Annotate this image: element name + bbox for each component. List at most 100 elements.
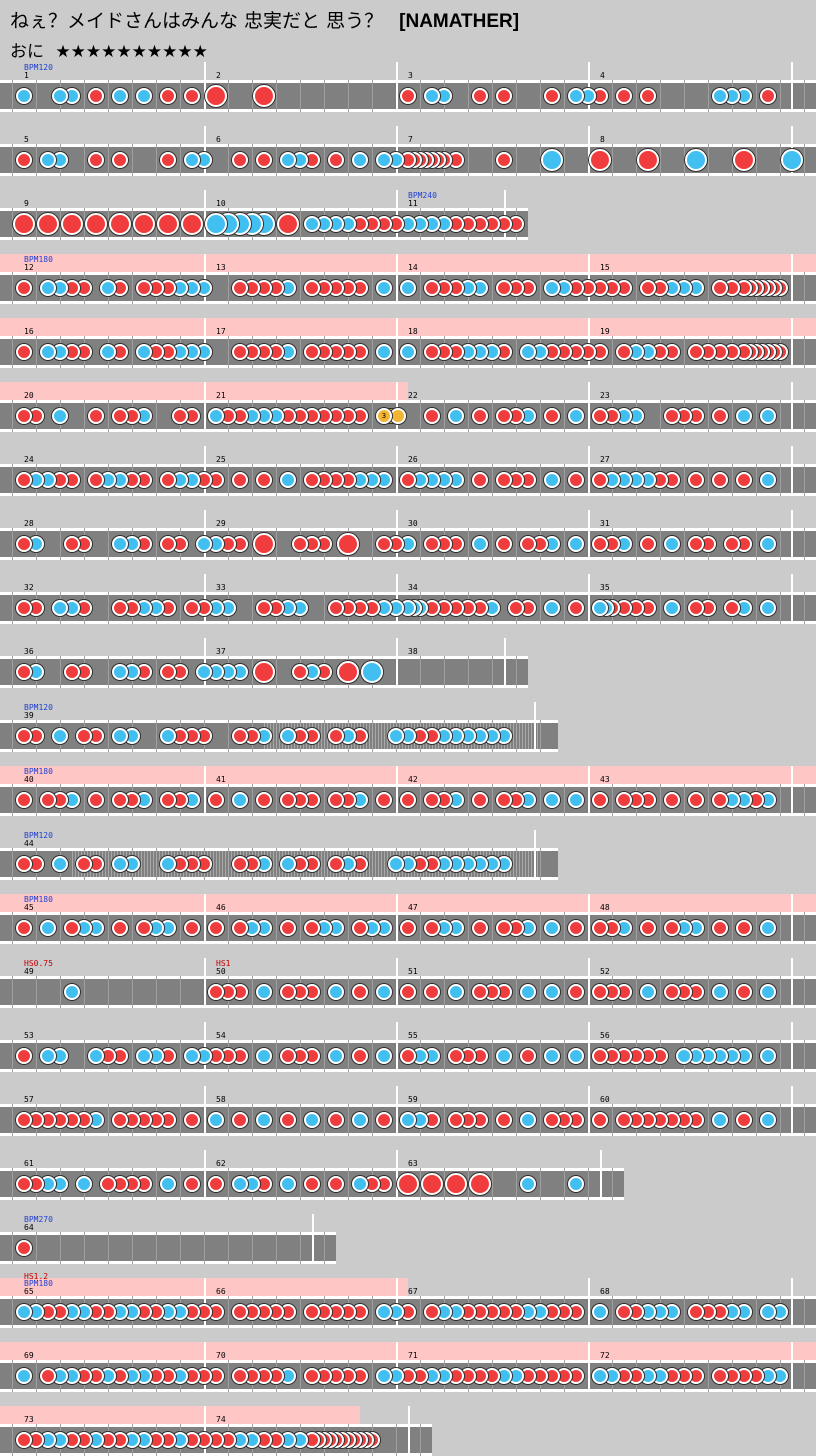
don-note [232, 1304, 248, 1320]
beat-line [492, 1104, 493, 1136]
don-note [112, 152, 128, 168]
ka-note [160, 856, 176, 872]
beat-line [228, 784, 229, 816]
ka-note [544, 984, 560, 1000]
beat-line [708, 80, 709, 112]
measure-line [396, 382, 398, 432]
beat-line [60, 912, 61, 944]
don-note [328, 792, 344, 808]
don-note [712, 920, 728, 936]
don-note [376, 1112, 392, 1128]
beat-line [108, 1232, 109, 1264]
measure-number: 52 [600, 967, 610, 976]
beat-line [708, 400, 709, 432]
beat-line [276, 80, 277, 112]
beat-line [60, 208, 61, 240]
beat-line [684, 592, 685, 624]
beat-line [468, 1168, 469, 1200]
beat-line [660, 784, 661, 816]
beat-line [60, 528, 61, 560]
don-note [472, 984, 488, 1000]
beat-line [12, 1168, 13, 1200]
don-note [112, 1112, 128, 1128]
ka-note [136, 344, 152, 360]
beat-line [564, 528, 565, 560]
beat-line [12, 1232, 13, 1264]
beat-line [12, 528, 13, 560]
beat-line [84, 400, 85, 432]
ka-note [76, 1176, 92, 1192]
measure-number: 12 [24, 263, 34, 272]
beat-line [324, 80, 325, 112]
don-note [172, 408, 188, 424]
don-note [688, 1304, 704, 1320]
measure-number: 25 [216, 455, 226, 464]
don-note [328, 1176, 344, 1192]
beat-line [564, 912, 565, 944]
beat-line [252, 80, 253, 112]
ka-note [760, 984, 776, 1000]
beat-line [780, 80, 781, 112]
measure-number: 28 [24, 519, 34, 528]
don-note [280, 792, 296, 808]
beat-line [612, 1104, 613, 1136]
don-note [40, 792, 56, 808]
ka-note [112, 728, 128, 744]
measure-number: 40 [24, 775, 34, 784]
beat-line [156, 656, 157, 688]
beat-line [372, 784, 373, 816]
measure-number: 54 [216, 1031, 226, 1040]
don-note [256, 600, 272, 616]
beat-line [180, 592, 181, 624]
measure-line [588, 1086, 590, 1136]
beat-line [108, 592, 109, 624]
beat-line [276, 144, 277, 176]
don-note [424, 344, 440, 360]
don-note [736, 920, 752, 936]
ka-note [592, 1304, 608, 1320]
measure-number: 19 [600, 327, 610, 336]
don-note [712, 280, 728, 296]
measure-line [204, 382, 206, 432]
don-note [184, 88, 200, 104]
don-note [616, 88, 632, 104]
beat-line [492, 400, 493, 432]
measure-number: 55 [408, 1031, 418, 1040]
chart-row: 64 BPM270 [0, 1214, 336, 1264]
ka-note [388, 728, 404, 744]
beat-line [348, 1168, 349, 1200]
don-note [472, 792, 488, 808]
don-note [616, 1112, 632, 1128]
don-note [328, 152, 344, 168]
beat-line [108, 80, 109, 112]
bpm-change-label: BPM180 [24, 1279, 53, 1288]
beat-line [756, 912, 757, 944]
ka-note [712, 984, 728, 1000]
ka-note [448, 408, 464, 424]
beat-line [804, 1360, 805, 1392]
beat-line [180, 1104, 181, 1136]
ka-note [112, 536, 128, 552]
ka-note [136, 1048, 152, 1064]
beat-line [540, 976, 541, 1008]
don-note [496, 280, 512, 296]
measure-line [204, 638, 206, 688]
measure-line [204, 574, 206, 624]
ka-note [640, 984, 656, 1000]
beat-line [540, 784, 541, 816]
beat-line [540, 144, 541, 176]
beat-line [420, 976, 421, 1008]
big-don-note [181, 213, 203, 235]
beat-line [780, 1104, 781, 1136]
don-note [160, 88, 176, 104]
beat-line [756, 592, 757, 624]
measure-number: 20 [24, 391, 34, 400]
beat-line [636, 528, 637, 560]
don-note [88, 152, 104, 168]
measure-line [204, 1086, 206, 1136]
ka-note [472, 536, 488, 552]
beat-line [540, 272, 541, 304]
end-line [504, 190, 506, 240]
beat-line [492, 1040, 493, 1072]
measure-line [588, 574, 590, 624]
